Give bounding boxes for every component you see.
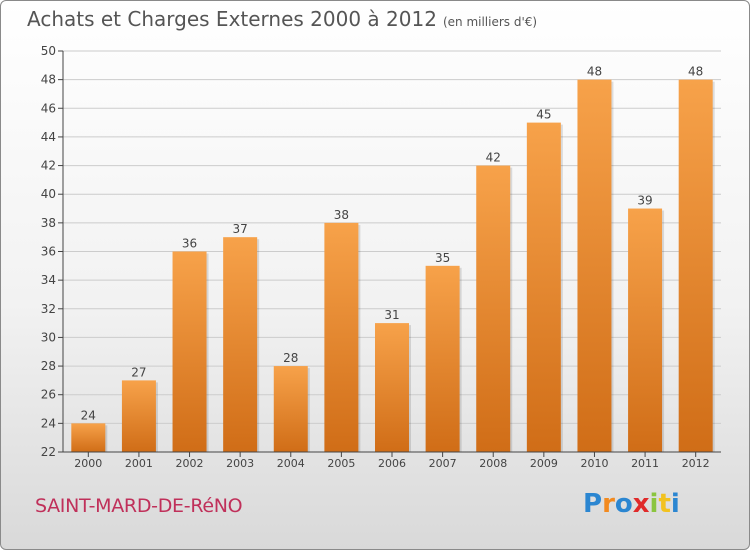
logo-letter: P [583,489,603,519]
bar [476,165,511,453]
y-tick-label: 50 [41,44,56,58]
x-tick-label: 2006 [378,457,406,470]
y-tick-label: 34 [41,273,56,287]
bar-value-label: 45 [536,108,551,122]
bar-value-label: 48 [688,65,703,79]
y-tick-label: 48 [41,73,56,87]
bar [121,380,156,452]
bar-value-label: 24 [81,408,96,422]
x-tick-label: 2005 [327,457,355,470]
logo-letter: i [649,489,659,519]
x-tick-label: 2002 [176,457,204,470]
y-tick-label: 32 [41,302,56,316]
bar-value-label: 36 [182,237,197,251]
y-tick-label: 26 [41,388,56,402]
axes: 22 24 26 28 30 32 34 36 38 40 42 44 46 48 50 2000 2001 20… [41,44,721,470]
x-tick-label: 2012 [682,457,710,470]
chart-title: Achats et Charges Externes 2000 à 2012 (e… [27,7,537,31]
x-tick-label: 2011 [631,457,659,470]
bar [425,265,460,452]
bar [273,366,308,452]
bar-value-label: 35 [435,251,450,265]
y-tick-label: 40 [41,187,56,201]
logo-letter: x [632,489,650,519]
chart-title-text: Achats et Charges Externes 2000 à 2012 [27,7,437,31]
bar-value-label: 37 [233,222,248,236]
x-tick-label: 2001 [125,457,153,470]
x-tick-label: 2007 [429,457,457,470]
bar [678,79,713,453]
bar [628,208,663,452]
bar-value-label: 38 [334,208,349,222]
bar [71,423,106,452]
x-tick-label: 2010 [580,457,608,470]
x-tick-label: 2008 [479,457,507,470]
bar-value-label: 27 [131,365,146,379]
y-tick-label: 46 [41,101,56,115]
bar-value-label: 48 [587,65,602,79]
chart-unit: (en milliers d'€) [442,15,538,29]
bar [324,222,359,452]
y-tick-label: 36 [41,245,56,259]
logo-letter: i [670,489,680,519]
x-tick-label: 2004 [277,457,305,470]
bars: 24 27 36 37 28 38 31 35 42 45 48 39 48 [71,65,715,453]
logo-letter: o [614,489,633,519]
logo-letter: t [658,489,671,519]
bar-value-label: 28 [283,351,298,365]
x-tick-label: 2000 [74,457,102,470]
y-tick-label: 44 [41,130,56,144]
bar [223,237,258,452]
bar [526,122,561,452]
bar-value-label: 31 [384,308,399,322]
bar [577,79,612,453]
logo-letter: r [602,489,615,519]
y-tick-label: 30 [41,330,56,344]
y-tick-label: 22 [41,445,56,459]
y-tick-label: 42 [41,159,56,173]
x-tick-label: 2009 [530,457,558,470]
city-name: SAINT-MARD-DE-RéNO [35,495,243,517]
proxiti-logo: Proxiti [583,489,680,519]
bar [375,323,409,452]
bar-value-label: 39 [637,194,652,208]
y-tick-label: 28 [41,359,56,373]
y-tick-label: 38 [41,216,56,230]
y-tick-label: 24 [41,416,56,430]
bar-value-label: 42 [486,151,501,165]
x-tick-label: 2003 [226,457,254,470]
bar [172,251,207,452]
